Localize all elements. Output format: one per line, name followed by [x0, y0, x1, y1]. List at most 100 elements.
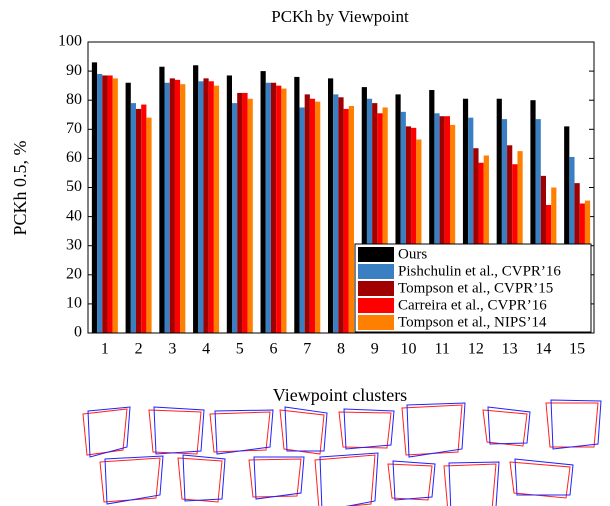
legend-label: Pishchulin et al., CVPR’16: [398, 263, 561, 279]
cuboid-edge: [338, 411, 392, 449]
bar: [361, 87, 367, 333]
bar: [125, 82, 131, 334]
bar: [208, 81, 214, 333]
bar: [501, 119, 508, 334]
bar: [395, 94, 401, 333]
chart-title: PCKh by Viewpoint: [271, 7, 409, 26]
cuboid-edge: [284, 406, 328, 452]
y-tick-label: 90: [66, 62, 82, 79]
x-tick-label: 14: [535, 341, 551, 358]
bar: [265, 82, 271, 334]
bar: [276, 85, 282, 334]
cuboid-edge: [406, 402, 466, 458]
legend-label: Ours: [398, 246, 427, 262]
cuboid-edge: [314, 454, 376, 506]
bar: [333, 94, 339, 333]
bar: [377, 113, 383, 333]
bar: [348, 106, 354, 334]
cuboid-edge: [82, 408, 128, 456]
bar: [304, 94, 310, 333]
bar: [366, 98, 373, 334]
legend-swatch: [358, 247, 394, 262]
cuboid-edge: [279, 409, 325, 455]
bar: [434, 113, 440, 333]
bar: [130, 103, 136, 333]
cuboid-edge: [448, 461, 500, 506]
cuboid-edge: [209, 411, 271, 453]
bar: [294, 76, 300, 334]
cuboid-edge: [177, 457, 223, 503]
bar: [450, 124, 456, 333]
y-tick-label: 100: [58, 33, 82, 50]
bar: [416, 139, 422, 333]
bar: [193, 65, 199, 333]
bar: [429, 90, 435, 333]
bar: [382, 107, 388, 333]
legend-swatch: [358, 264, 394, 279]
x-tick-label: 10: [400, 341, 416, 358]
x-tick-label: 4: [202, 341, 210, 358]
bar: [517, 151, 523, 333]
y-tick-label: 10: [66, 295, 82, 312]
cuboid-edge: [482, 409, 528, 447]
y-tick-label: 30: [66, 236, 82, 253]
bar: [226, 75, 232, 333]
bar: [141, 104, 147, 333]
cuboid-edge: [401, 404, 463, 456]
bar: [343, 108, 349, 334]
cuboid-edge: [392, 460, 436, 501]
x-tick-label: 3: [168, 341, 176, 358]
bar: [91, 62, 98, 334]
bar: [213, 85, 220, 334]
bar: [107, 75, 113, 333]
x-tick-label: 9: [371, 341, 379, 358]
plot-frame: [87, 41, 595, 334]
cuboid-edge: [148, 409, 202, 455]
x-tick-label: 15: [569, 341, 585, 358]
bar: [146, 117, 152, 333]
legend-label: Tompson et al., NIPS’14: [398, 314, 547, 330]
bar: [203, 78, 209, 333]
bar: [237, 92, 243, 333]
cuboid-edge: [509, 461, 571, 499]
cuboid-edge: [87, 406, 131, 458]
x-axis-label: Viewpoint clusters: [273, 385, 407, 405]
x-tick-label: 13: [502, 341, 518, 358]
cuboid-edge: [99, 457, 161, 503]
bar: [260, 71, 266, 333]
bar: [405, 126, 412, 333]
cuboid-edge: [343, 408, 395, 450]
cuboid-edge: [319, 452, 379, 506]
bar: [198, 81, 204, 333]
bar: [164, 82, 170, 334]
y-tick-label: 80: [66, 91, 82, 108]
y-tick-label: 20: [66, 265, 82, 282]
x-tick-label: 1: [101, 341, 109, 358]
x-tick-label: 11: [434, 341, 449, 358]
bar: [102, 75, 108, 333]
viewpoint-icons: [82, 399, 602, 506]
bar: [338, 97, 344, 333]
cuboid-edge: [387, 463, 433, 501]
x-tick-label: 2: [135, 341, 143, 358]
cuboid-edge: [182, 454, 226, 502]
bar: [281, 88, 287, 333]
cuboid-edge: [214, 409, 274, 455]
bar: [468, 117, 474, 333]
y-tick-label: 60: [66, 149, 82, 166]
bar: [174, 79, 181, 333]
bar: [247, 98, 253, 334]
x-tick-label: 6: [270, 341, 278, 358]
bar: [507, 145, 513, 333]
y-tick-label: 40: [66, 207, 82, 224]
cuboid-edge: [545, 402, 599, 448]
bar: [112, 78, 118, 333]
x-tick-label: 8: [337, 341, 345, 358]
y-tick-label: 50: [66, 178, 82, 195]
bar: [97, 74, 103, 333]
bar: [564, 126, 570, 333]
cuboid-edge: [248, 458, 302, 498]
bar: [270, 82, 277, 334]
cuboid-edge: [104, 455, 164, 505]
